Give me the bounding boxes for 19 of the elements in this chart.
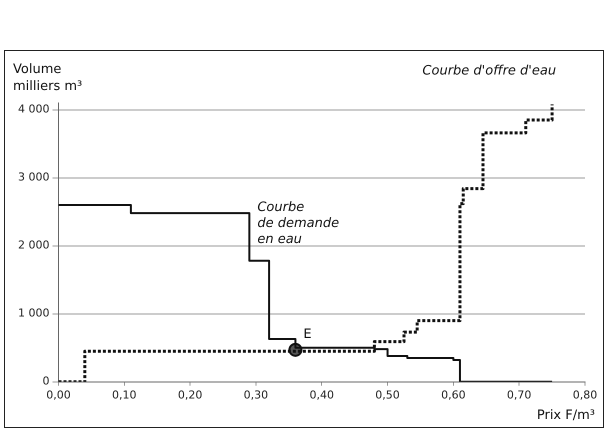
series-label: Courbe de demande en eau xyxy=(257,200,340,248)
y-axis-title: Volume milliers m³ xyxy=(13,62,82,94)
y-tick-label: 3 000 xyxy=(18,170,50,184)
x-tick-label: 0,30 xyxy=(244,388,268,402)
x-tick-label: 0,40 xyxy=(309,388,334,402)
y-tick-label: 1 000 xyxy=(18,306,50,320)
text: Courbe d'offre d'eau xyxy=(422,63,556,78)
x-tick-label: 0,10 xyxy=(112,388,137,402)
x-tick-label: 0,60 xyxy=(441,388,466,402)
x-tick-label: 0,20 xyxy=(178,388,202,402)
x-axis-title: Prix F/m³ xyxy=(536,408,595,423)
annotation: E xyxy=(303,326,312,342)
y-tick-label: 0 xyxy=(42,374,50,388)
x-tick-label: 0,80 xyxy=(572,388,598,402)
y-tick-label: 4 000 xyxy=(18,102,50,116)
y-tick-label: 2 000 xyxy=(18,238,50,252)
x-tick-label: 0,50 xyxy=(375,388,400,402)
x-tick-label: 0,00 xyxy=(46,388,71,402)
x-tick-label: 0,70 xyxy=(506,388,532,402)
